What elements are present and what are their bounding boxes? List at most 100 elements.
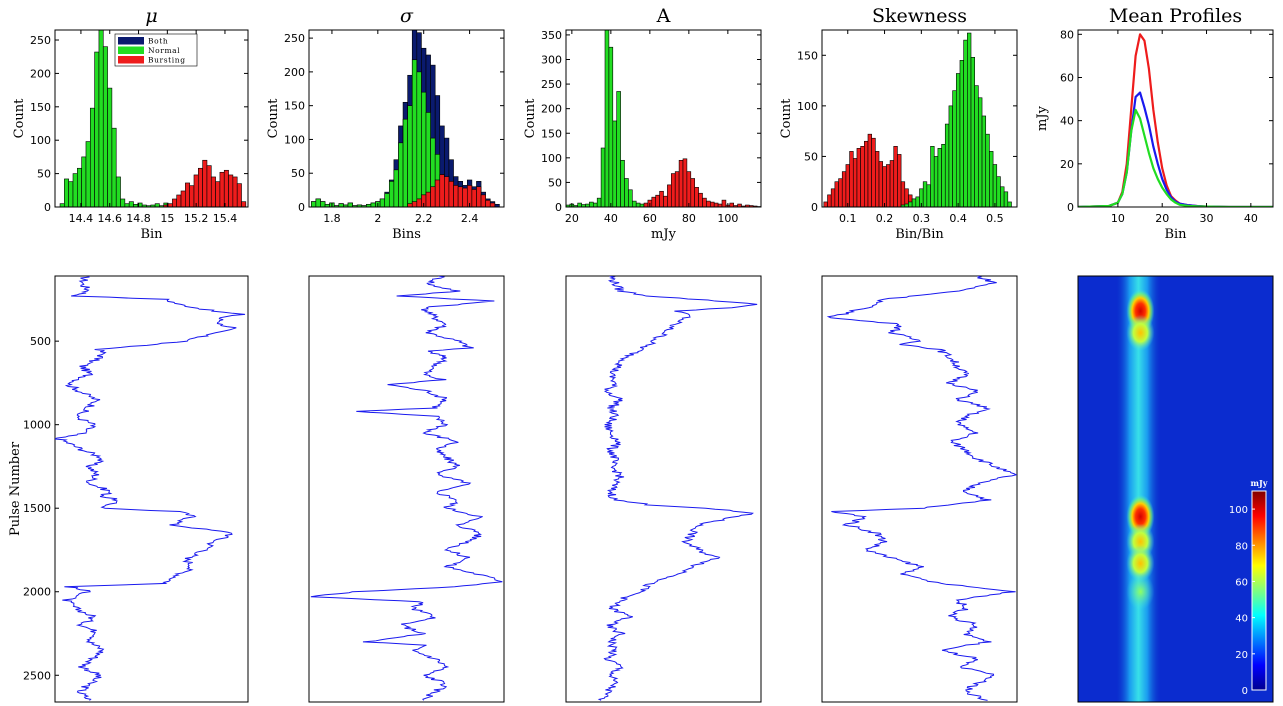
- histogram-bar-bursting: [206, 165, 212, 207]
- y-tick-label: 50: [804, 150, 818, 163]
- histogram-bar-normal: [937, 148, 942, 207]
- x-tick-label: 14.8: [126, 212, 151, 225]
- y-axis-label: Count: [523, 98, 538, 139]
- histogram-bar-bursting: [900, 181, 906, 207]
- y-tick-label: 1000: [23, 419, 51, 432]
- histogram-bar-normal: [930, 146, 935, 207]
- profile-line-both: [1078, 91, 1273, 207]
- histogram-bar-normal: [59, 203, 65, 207]
- profile-line-bursting: [1078, 33, 1273, 207]
- x-tick-label: 15: [160, 212, 174, 225]
- y-tick-label: 2500: [23, 669, 51, 682]
- histogram-bar-normal: [154, 203, 160, 207]
- histogram-bar-bursting: [845, 164, 850, 207]
- x-axis-label: Bin/Bin: [895, 227, 944, 242]
- histogram-bar-bursting: [180, 190, 186, 207]
- histogram-bar-normal: [1007, 201, 1012, 207]
- histogram-bar-normal: [915, 196, 920, 207]
- y-tick-label: 0: [44, 201, 51, 214]
- timeseries-ts_skew: [821, 275, 1018, 703]
- histogram-bar-normal: [388, 181, 395, 207]
- x-tick-label: 14.6: [97, 212, 122, 225]
- histogram-bar-normal: [120, 198, 126, 207]
- heatmap: mJy 0 20 40 60 80 100: [1077, 275, 1274, 703]
- y-tick-label: 80: [1060, 28, 1074, 41]
- y-tick-label: 40: [1060, 115, 1074, 128]
- y-tick-label: 0: [1067, 201, 1074, 214]
- colorbar-tick-label: 60: [1235, 577, 1248, 588]
- histogram-bar-normal: [407, 105, 413, 207]
- histogram-bar-normal: [996, 176, 1001, 207]
- colorbar-tick-label: 40: [1235, 614, 1248, 625]
- histogram-bar-normal: [107, 87, 113, 207]
- histogram-bar-bursting: [830, 188, 836, 207]
- histogram-bar-bursting: [172, 198, 178, 207]
- histogram-bar-normal: [628, 189, 633, 207]
- axes-box: [1077, 275, 1274, 703]
- histogram-bar-normal: [384, 193, 390, 207]
- histogram-bar-bursting: [841, 171, 847, 207]
- x-tick-label: 0.3: [913, 212, 931, 225]
- histogram-bar-normal: [948, 105, 953, 207]
- histogram-bar-normal: [102, 46, 108, 207]
- timeseries-line: [55, 276, 246, 701]
- y-tick-label: 50: [291, 167, 305, 180]
- axes-box: [54, 275, 249, 703]
- histogram-bar-bursting: [210, 176, 216, 207]
- histogram-bar-bursting: [219, 171, 225, 207]
- y-axis-label: Pulse Number: [8, 441, 23, 536]
- histogram-bar-bursting: [737, 203, 742, 207]
- histogram-bar-normal: [612, 120, 617, 207]
- histogram-bar-normal: [98, 30, 104, 207]
- y-tick-label: 100: [541, 152, 562, 165]
- histogram-bar-bursting: [694, 187, 699, 207]
- legend-label: Normal: [148, 46, 180, 55]
- legend-swatch: [118, 37, 144, 45]
- plot-area: [1078, 33, 1273, 207]
- profile-line-normal: [1078, 108, 1273, 207]
- timeseries-ts_A: [565, 275, 762, 703]
- histogram-bar-normal: [124, 203, 130, 207]
- y-tick-label: 0: [555, 201, 562, 214]
- histogram-bar-bursting: [189, 185, 195, 207]
- x-tick-label: 14.4: [69, 212, 94, 225]
- histogram-bar-normal: [77, 167, 82, 207]
- histogram-bar-normal: [981, 115, 987, 207]
- y-tick-label: 100: [284, 133, 305, 146]
- histogram-bar-bursting: [176, 194, 182, 207]
- histogram-bar-bursting: [713, 202, 719, 207]
- heatmap-burst: [1126, 573, 1155, 610]
- chart-title: Mean Profiles: [1109, 5, 1242, 27]
- colorbar: [1251, 490, 1267, 691]
- histogram-bar-bursting: [193, 174, 199, 207]
- axes-box: [1077, 29, 1274, 208]
- histogram-bar-bursting: [663, 195, 668, 207]
- x-tick-label: 10: [1111, 212, 1125, 225]
- histogram-bar-bursting: [889, 160, 895, 207]
- histogram-bar-bursting: [702, 197, 707, 207]
- histogram-bar-normal: [911, 198, 917, 207]
- histogram-bar-normal: [908, 201, 913, 207]
- histogram-bar-normal: [608, 46, 614, 207]
- histogram-bar-normal: [933, 156, 939, 207]
- y-tick-label: 150: [30, 101, 51, 114]
- histogram-bar-normal: [421, 91, 427, 207]
- legend-label: Bursting: [148, 56, 186, 65]
- histogram-bar-bursting: [215, 181, 221, 207]
- histogram-bar-bursting: [834, 181, 839, 207]
- histogram-bar-normal: [926, 184, 931, 207]
- y-tick-label: 250: [30, 34, 51, 47]
- y-tick-label: 200: [30, 67, 51, 80]
- histogram-bar-normal: [94, 51, 100, 207]
- y-tick-label: 150: [284, 100, 305, 113]
- axes-box: [821, 29, 1018, 208]
- histogram-bar-bursting: [185, 182, 190, 207]
- histogram-bar-normal: [963, 39, 968, 207]
- histogram-bar-normal: [589, 201, 594, 207]
- histogram-bar-normal: [616, 91, 621, 207]
- plot-area: [55, 276, 246, 701]
- histogram-bar-bursting: [471, 189, 477, 207]
- x-tick-label: 80: [682, 212, 696, 225]
- histogram-bar-normal: [315, 198, 321, 207]
